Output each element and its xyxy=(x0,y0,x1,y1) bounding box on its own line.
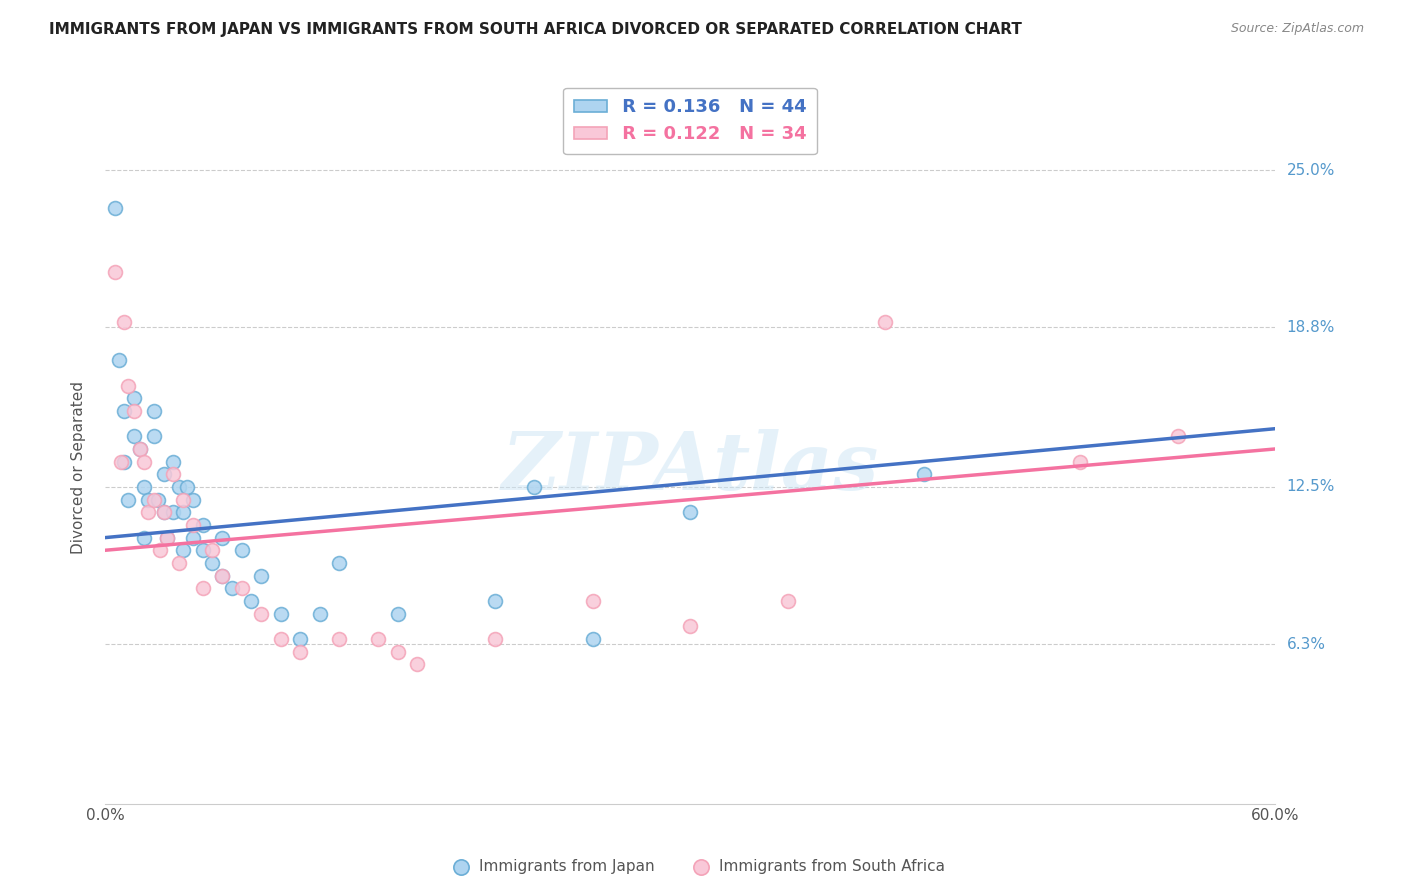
Point xyxy=(172,543,194,558)
Point xyxy=(484,594,506,608)
Point xyxy=(367,632,389,646)
Point xyxy=(114,315,136,329)
Text: IMMIGRANTS FROM JAPAN VS IMMIGRANTS FROM SOUTH AFRICA DIVORCED OR SEPARATED CORR: IMMIGRANTS FROM JAPAN VS IMMIGRANTS FROM… xyxy=(49,22,1022,37)
Point xyxy=(221,582,243,596)
Point xyxy=(484,632,506,646)
Point xyxy=(122,429,145,443)
Point xyxy=(152,505,174,519)
Text: ZIPAtlas: ZIPAtlas xyxy=(502,429,879,507)
Point xyxy=(142,429,165,443)
Text: 12.5%: 12.5% xyxy=(1286,479,1334,494)
Point xyxy=(117,492,139,507)
Point xyxy=(231,543,253,558)
Point xyxy=(114,404,136,418)
Point xyxy=(181,492,204,507)
Point xyxy=(167,556,190,570)
Point xyxy=(250,607,273,621)
Point xyxy=(250,568,273,582)
Point xyxy=(679,505,702,519)
Point xyxy=(288,645,311,659)
Text: 18.8%: 18.8% xyxy=(1286,320,1334,334)
Point xyxy=(152,505,174,519)
Point xyxy=(104,265,127,279)
Point xyxy=(156,531,179,545)
Point xyxy=(136,505,159,519)
Point xyxy=(114,455,136,469)
Point xyxy=(132,531,155,545)
Point xyxy=(142,492,165,507)
Text: 25.0%: 25.0% xyxy=(1286,162,1334,178)
Point xyxy=(191,543,214,558)
Text: 6.3%: 6.3% xyxy=(1286,637,1326,651)
Point xyxy=(181,518,204,533)
Point xyxy=(211,568,233,582)
Point xyxy=(132,455,155,469)
Point xyxy=(129,442,152,456)
Point xyxy=(122,404,145,418)
Point xyxy=(231,582,253,596)
Point xyxy=(149,543,172,558)
Point xyxy=(152,467,174,482)
Point xyxy=(162,505,184,519)
Point xyxy=(270,632,292,646)
Point xyxy=(328,632,350,646)
Point xyxy=(581,594,603,608)
Point xyxy=(1167,429,1189,443)
Point xyxy=(308,607,330,621)
Point xyxy=(162,467,184,482)
Point xyxy=(240,594,263,608)
Point xyxy=(270,607,292,621)
Point xyxy=(328,556,350,570)
Point xyxy=(191,582,214,596)
Text: Source: ZipAtlas.com: Source: ZipAtlas.com xyxy=(1230,22,1364,36)
Point xyxy=(406,657,429,672)
Point xyxy=(142,404,165,418)
Point xyxy=(776,594,799,608)
Point xyxy=(162,455,184,469)
Point xyxy=(679,619,702,633)
Y-axis label: Divorced or Separated: Divorced or Separated xyxy=(72,382,86,555)
Point xyxy=(1069,455,1091,469)
Point xyxy=(211,531,233,545)
Point xyxy=(176,480,198,494)
Point xyxy=(288,632,311,646)
Point xyxy=(172,505,194,519)
Point xyxy=(912,467,935,482)
Point xyxy=(201,543,224,558)
Point xyxy=(211,568,233,582)
Point xyxy=(107,353,129,368)
Point xyxy=(117,378,139,392)
Point xyxy=(181,531,204,545)
Point xyxy=(110,455,132,469)
Point xyxy=(136,492,159,507)
Point xyxy=(581,632,603,646)
Point xyxy=(104,201,127,215)
Point xyxy=(156,531,179,545)
Point xyxy=(146,492,169,507)
Point xyxy=(167,480,190,494)
Point xyxy=(523,480,546,494)
Point xyxy=(129,442,152,456)
Point xyxy=(201,556,224,570)
Point xyxy=(172,492,194,507)
Point xyxy=(191,518,214,533)
Point xyxy=(875,315,897,329)
Point xyxy=(387,607,409,621)
Legend:  R = 0.136   N = 44,  R = 0.122   N = 34: R = 0.136 N = 44, R = 0.122 N = 34 xyxy=(564,87,817,154)
Point xyxy=(387,645,409,659)
Point xyxy=(132,480,155,494)
Legend: Immigrants from Japan, Immigrants from South Africa: Immigrants from Japan, Immigrants from S… xyxy=(454,853,952,880)
Point xyxy=(122,392,145,406)
